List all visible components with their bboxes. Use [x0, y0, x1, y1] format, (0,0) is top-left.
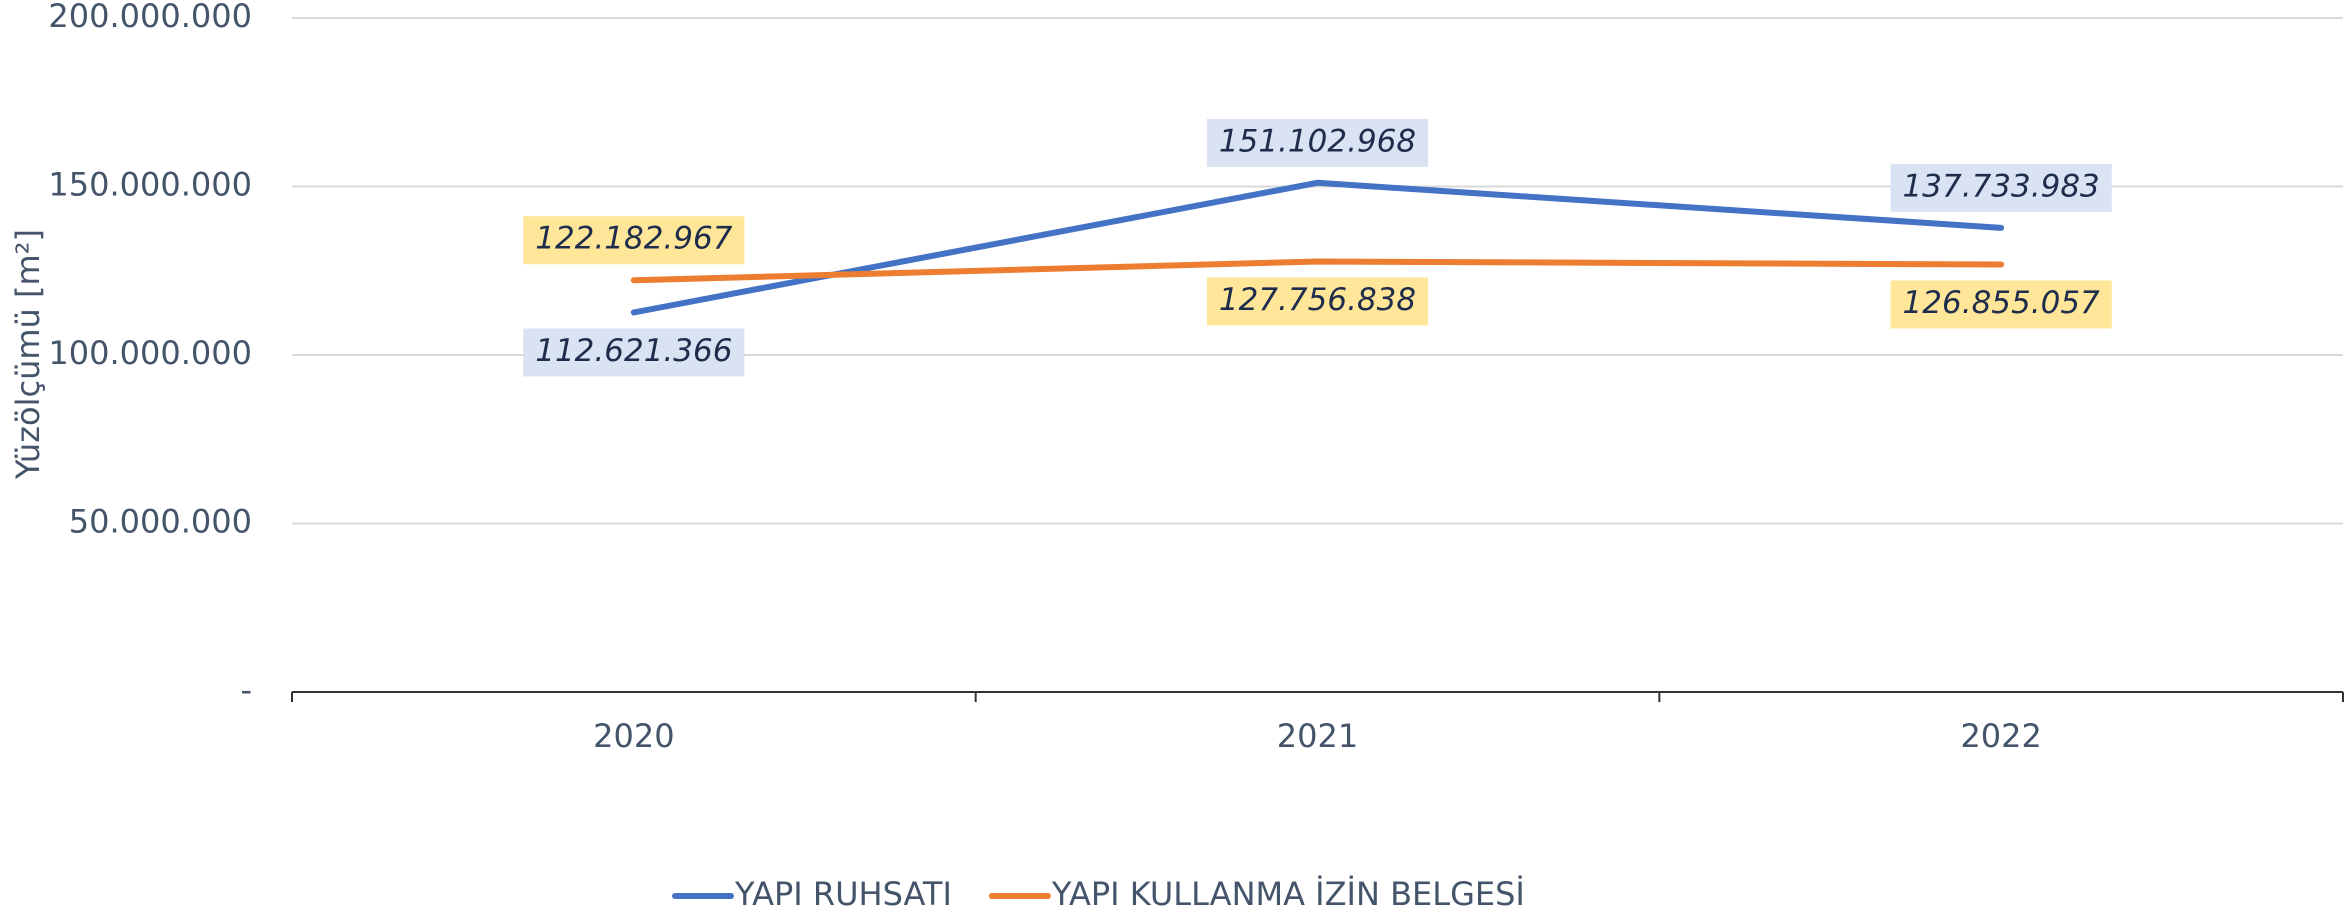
data-label-bg — [1890, 163, 2112, 212]
data-label-bg — [1890, 280, 2112, 329]
data-label: 137.733.983 — [1890, 163, 2112, 212]
y-tick-label: 50.000.000 — [69, 503, 252, 541]
data-label: 151.102.968 — [1206, 118, 1429, 167]
x-tick-label: 2020 — [593, 717, 674, 755]
y-tick-label: 200.000.000 — [48, 0, 252, 35]
data-label-bg — [523, 328, 745, 377]
legend-label: YAPI RUHSATI — [734, 875, 952, 912]
data-label-text: 112.621.366 — [535, 333, 732, 369]
data-label-text: 151.102.968 — [1219, 123, 1416, 159]
line — [630, 179, 2005, 316]
data-label-text: 126.855.057 — [1903, 285, 2100, 321]
y-tick-label: 100.000.000 — [48, 334, 252, 372]
y-axis-label: Yüzölçümü [m²] — [9, 229, 47, 480]
y-tick-label: - — [240, 671, 252, 709]
data-label-text: 137.733.983 — [1903, 168, 2100, 204]
data-label: 122.182.967 — [523, 216, 745, 265]
data-label: 112.621.366 — [523, 328, 745, 377]
data-label-text: 127.756.838 — [1219, 282, 1416, 318]
line — [630, 258, 2005, 284]
x-tick-label: 2021 — [1277, 717, 1358, 755]
data-label: 126.855.057 — [1890, 280, 2112, 329]
y-tick-label: 150.000.000 — [48, 166, 252, 204]
x-tick-label: 2022 — [1960, 717, 2041, 755]
data-label-bg — [523, 216, 745, 265]
data-label-text: 122.182.967 — [535, 221, 732, 257]
data-label: 127.756.838 — [1206, 277, 1429, 326]
legend-label: YAPI KULLANMA İZİN BELGESİ — [1051, 875, 1525, 912]
data-label-bg — [1206, 277, 1429, 326]
data-label-bg — [1206, 118, 1429, 167]
